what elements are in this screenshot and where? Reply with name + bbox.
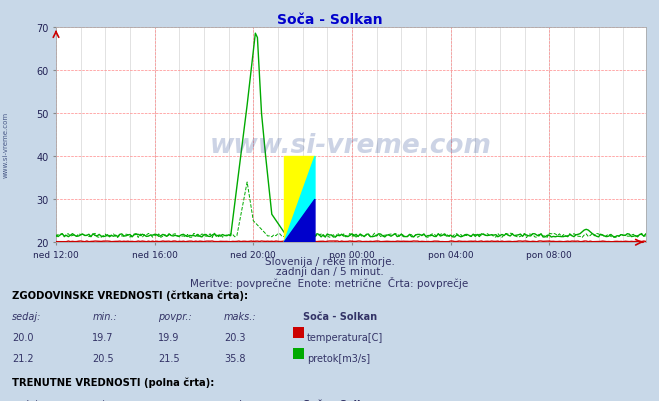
Text: 20.0: 20.0 [12,332,34,342]
Text: 20.3: 20.3 [224,332,246,342]
Text: Meritve: povprečne  Enote: metrične  Črta: povprečje: Meritve: povprečne Enote: metrične Črta:… [190,277,469,289]
Polygon shape [284,157,315,243]
Text: Soča - Solkan: Soča - Solkan [277,13,382,27]
Text: temperatura[C]: temperatura[C] [307,332,384,342]
Text: 19.9: 19.9 [158,332,179,342]
Text: www.si-vreme.com: www.si-vreme.com [3,111,9,177]
Text: maks.:: maks.: [224,399,257,401]
Text: povpr.:: povpr.: [158,312,192,322]
Text: Soča - Solkan: Soča - Solkan [303,399,377,401]
Text: sedaj:: sedaj: [12,312,42,322]
Text: maks.:: maks.: [224,312,257,322]
Text: 21.2: 21.2 [12,353,34,363]
Text: Soča - Solkan: Soča - Solkan [303,312,377,322]
Text: min.:: min.: [92,399,117,401]
Text: www.si-vreme.com: www.si-vreme.com [210,133,492,159]
Polygon shape [284,200,315,243]
Text: Slovenija / reke in morje.: Slovenija / reke in morje. [264,257,395,267]
Text: ZGODOVINSKE VREDNOSTI (črtkana črta):: ZGODOVINSKE VREDNOSTI (črtkana črta): [12,290,248,300]
Text: pretok[m3/s]: pretok[m3/s] [307,353,370,363]
Text: povpr.:: povpr.: [158,399,192,401]
Polygon shape [284,157,315,243]
Text: TRENUTNE VREDNOSTI (polna črta):: TRENUTNE VREDNOSTI (polna črta): [12,377,214,387]
Text: 20.5: 20.5 [92,353,114,363]
Text: min.:: min.: [92,312,117,322]
Text: sedaj:: sedaj: [12,399,42,401]
Text: 35.8: 35.8 [224,353,246,363]
Text: 21.5: 21.5 [158,353,180,363]
Text: 19.7: 19.7 [92,332,114,342]
Text: zadnji dan / 5 minut.: zadnji dan / 5 minut. [275,267,384,277]
